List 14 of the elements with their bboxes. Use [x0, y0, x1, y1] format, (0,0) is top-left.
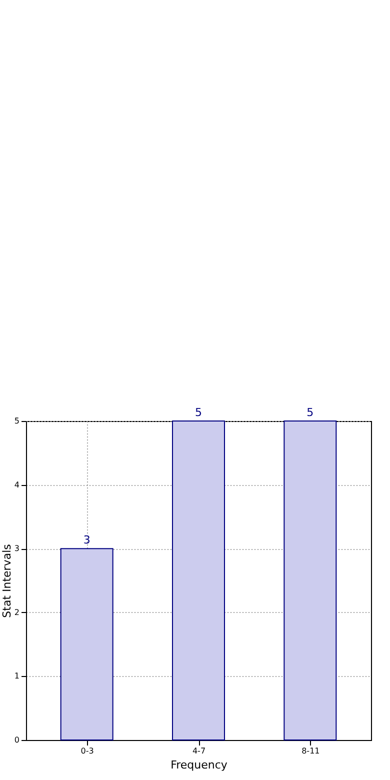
- x-tick-label: 0-3: [80, 746, 94, 756]
- y-tick-label: 4: [14, 480, 20, 490]
- x-axis-title: Frequency: [170, 758, 228, 772]
- y-tick-label: 5: [14, 416, 20, 426]
- data-label: 5: [306, 406, 314, 419]
- y-tick-label: 2: [14, 608, 20, 617]
- y-tick-label: 0: [14, 736, 20, 744]
- x-tick-label: 4-7: [192, 746, 206, 756]
- x-tick-label: 8-11: [302, 746, 320, 756]
- y-tick-label: 3: [14, 544, 20, 554]
- data-label: 3: [83, 534, 90, 547]
- y-tick-label: 1: [14, 672, 20, 681]
- data-label: 5: [195, 406, 202, 419]
- y-axis-title: Stat Intervals: [0, 544, 14, 618]
